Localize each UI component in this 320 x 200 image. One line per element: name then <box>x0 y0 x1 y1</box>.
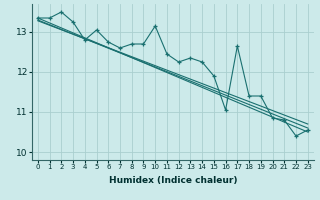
X-axis label: Humidex (Indice chaleur): Humidex (Indice chaleur) <box>108 176 237 185</box>
